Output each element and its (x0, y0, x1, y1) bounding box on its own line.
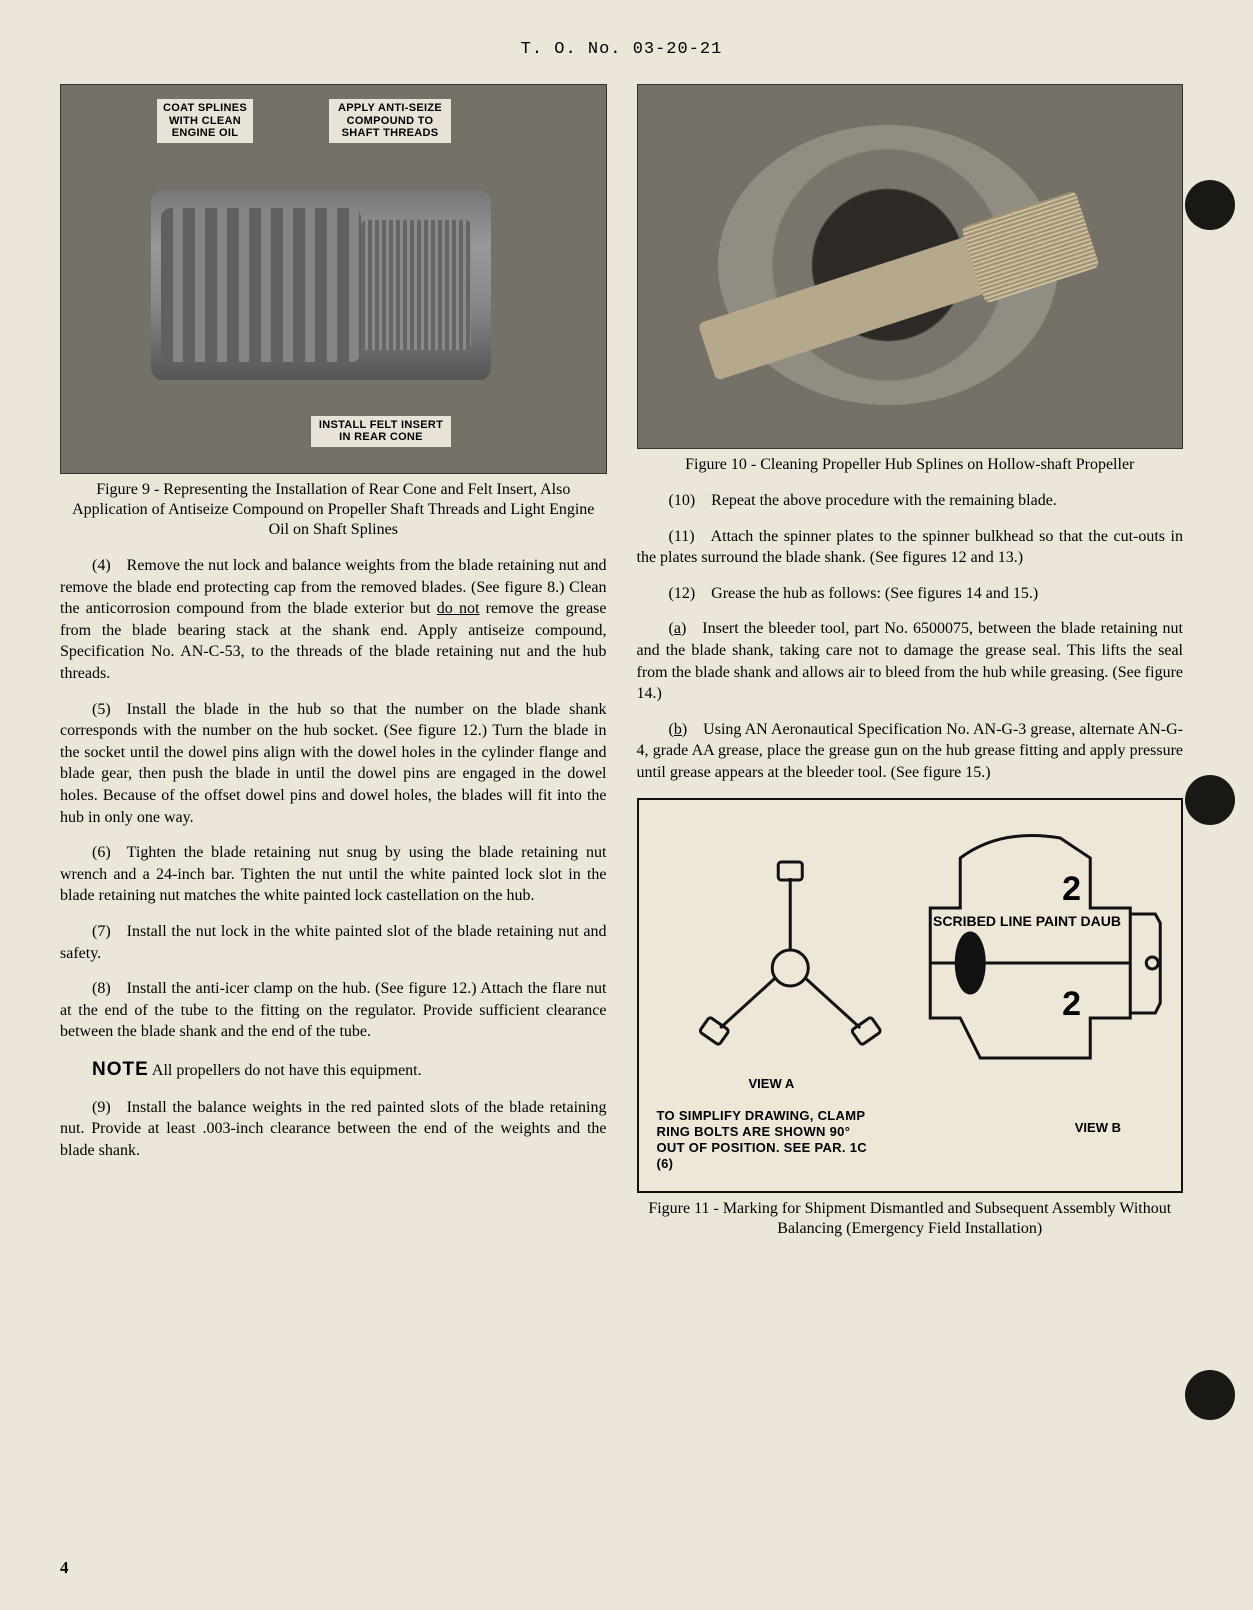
figure-11-caption: Figure 11 - Marking for Shipment Dismant… (637, 1199, 1184, 1239)
figure-10: Figure 10 - Cleaning Propeller Hub Splin… (637, 84, 1184, 475)
para-b-u: b (674, 721, 682, 738)
figure-11-view-a: VIEW A (749, 1076, 795, 1091)
figure-9: COAT SPLINES WITH CLEAN ENGINE OIL APPLY… (60, 84, 607, 540)
figure-11-two-bottom: 2 (1062, 985, 1081, 1024)
para-6: (6) Tighten the blade retaining nut snug… (60, 842, 607, 907)
para-10: (10) Repeat the above procedure with the… (637, 490, 1184, 512)
figure-11-svg (653, 818, 1168, 1098)
page-header: T. O. No. 03-20-21 (60, 40, 1183, 59)
figure-9-caption: Figure 9 - Representing the Installation… (60, 480, 607, 540)
para-a: (a) Insert the bleeder tool, part No. 65… (637, 618, 1184, 704)
left-column: COAT SPLINES WITH CLEAN ENGINE OIL APPLY… (60, 84, 607, 1254)
punch-hole-icon (1185, 775, 1235, 825)
figure-9-label-coat: COAT SPLINES WITH CLEAN ENGINE OIL (157, 99, 253, 143)
figure-11-view-b: VIEW B (1075, 1120, 1121, 1135)
figure-10-image (637, 84, 1184, 449)
para-4: (4) Remove the nut lock and balance weig… (60, 555, 607, 685)
page-number: 4 (60, 1558, 69, 1578)
note-body: All propellers do not have this equipmen… (149, 1062, 422, 1079)
para-4-underline: do not (437, 600, 480, 617)
figure-11-scribed: SCRIBED LINE PAINT DAUB (933, 913, 1121, 930)
two-column-layout: COAT SPLINES WITH CLEAN ENGINE OIL APPLY… (60, 84, 1183, 1254)
punch-hole-icon (1185, 180, 1235, 230)
para-7: (7) Install the nut lock in the white pa… (60, 921, 607, 964)
para-11: (11) Attach the spinner plates to the sp… (637, 526, 1184, 569)
figure-9-label-apply: APPLY ANTI-SEIZE COMPOUND TO SHAFT THREA… (329, 99, 451, 143)
para-b: (b) Using AN Aeronautical Specification … (637, 719, 1184, 784)
figure-10-caption: Figure 10 - Cleaning Propeller Hub Splin… (637, 455, 1184, 475)
para-12: (12) Grease the hub as follows: (See fig… (637, 583, 1184, 605)
punch-hole-icon (1185, 1370, 1235, 1420)
note-para: NOTE All propellers do not have this equ… (60, 1057, 607, 1083)
para-a-post: ) Insert the bleeder tool, part No. 6500… (637, 620, 1184, 702)
figure-11: 2 2 SCRIBED LINE PAINT DAUB VIEW A VIEW … (637, 798, 1184, 1239)
right-column: Figure 10 - Cleaning Propeller Hub Splin… (637, 84, 1184, 1254)
figure-11-two-top: 2 (1062, 870, 1081, 909)
para-9: (9) Install the balance weights in the r… (60, 1097, 607, 1162)
shaft-graphic (151, 190, 491, 380)
para-b-post: ) Using AN Aeronautical Specification No… (637, 721, 1184, 781)
para-a-u: a (674, 620, 681, 637)
figure-9-image: COAT SPLINES WITH CLEAN ENGINE OIL APPLY… (60, 84, 607, 474)
figure-11-box: 2 2 SCRIBED LINE PAINT DAUB VIEW A VIEW … (637, 798, 1184, 1193)
para-5: (5) Install the blade in the hub so that… (60, 699, 607, 829)
note-lead: NOTE (92, 1059, 149, 1080)
para-8: (8) Install the anti-icer clamp on the h… (60, 978, 607, 1043)
figure-11-note: TO SIMPLIFY DRAWING, CLAMP RING BOLTS AR… (657, 1108, 877, 1173)
figure-9-label-insert: INSTALL FELT INSERT IN REAR CONE (311, 416, 451, 447)
